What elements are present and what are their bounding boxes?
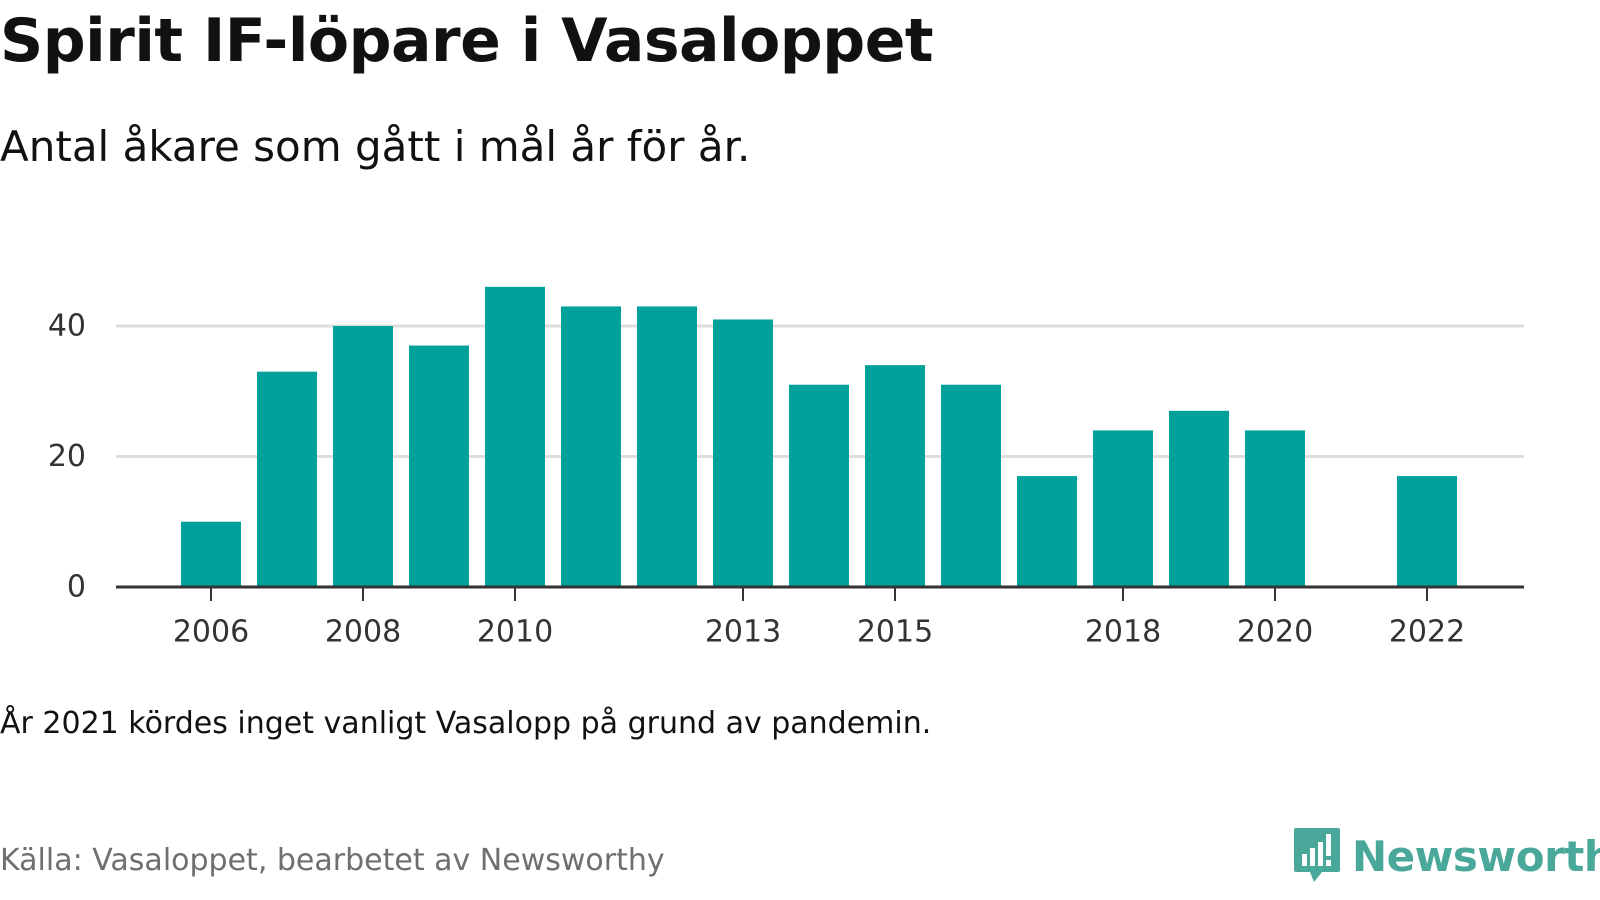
chart-note: År 2021 kördes inget vanligt Vasalopp på… — [0, 706, 932, 741]
bar-2015 — [865, 365, 925, 587]
x-tick-label-2020: 2020 — [1237, 615, 1313, 650]
bar-2019 — [1169, 410, 1229, 587]
y-tick-label-0: 0 — [67, 570, 86, 605]
brand-name: Newsworthy — [1352, 831, 1600, 881]
x-tick-label-2010: 2010 — [477, 615, 553, 650]
bar-2006 — [181, 521, 241, 587]
x-axis-labels: 2006 2008 2010 2013 2015 2018 2020 2022 — [173, 615, 1465, 650]
bar-2014 — [789, 384, 849, 587]
bar-2013 — [713, 319, 773, 587]
source-credit: Källa: Vasaloppet, bearbetet av Newswort… — [0, 843, 665, 878]
y-tick-label-40: 40 — [48, 309, 86, 344]
bar-2020 — [1245, 430, 1305, 587]
x-tick-label-2008: 2008 — [325, 615, 401, 650]
x-tick-label-2015: 2015 — [857, 615, 933, 650]
x-tick-label-2018: 2018 — [1085, 615, 1161, 650]
bar-2016 — [941, 384, 1001, 587]
bar-2008 — [333, 326, 393, 587]
bar-2007 — [257, 371, 317, 587]
bar-2010 — [485, 286, 545, 587]
bar-2009 — [409, 345, 469, 587]
newsworthy-logo: Newsworthy — [1292, 826, 1600, 886]
bar-2012 — [637, 306, 697, 587]
x-tick-label-2022: 2022 — [1389, 615, 1465, 650]
y-axis-labels: 0 20 40 — [48, 309, 86, 605]
x-tick-label-2006: 2006 — [173, 615, 249, 650]
bar-2011 — [561, 306, 621, 587]
chart-title: Spirit IF-löpare i Vasaloppet — [0, 6, 934, 76]
y-tick-label-20: 20 — [48, 439, 86, 474]
bar-chart: 0 20 40 2006 2008 2010 2013 2015 2018 2020 2022 — [48, 286, 1524, 650]
bar-2017 — [1017, 476, 1077, 587]
bar-2018 — [1093, 430, 1153, 587]
chart-subtitle: Antal åkare som gått i mål år för år. — [0, 122, 751, 171]
bar-chart-bubble-icon — [1294, 828, 1340, 882]
bars — [181, 286, 1457, 587]
x-axis — [116, 585, 1524, 601]
bar-2022 — [1397, 476, 1457, 587]
x-tick-label-2013: 2013 — [705, 615, 781, 650]
